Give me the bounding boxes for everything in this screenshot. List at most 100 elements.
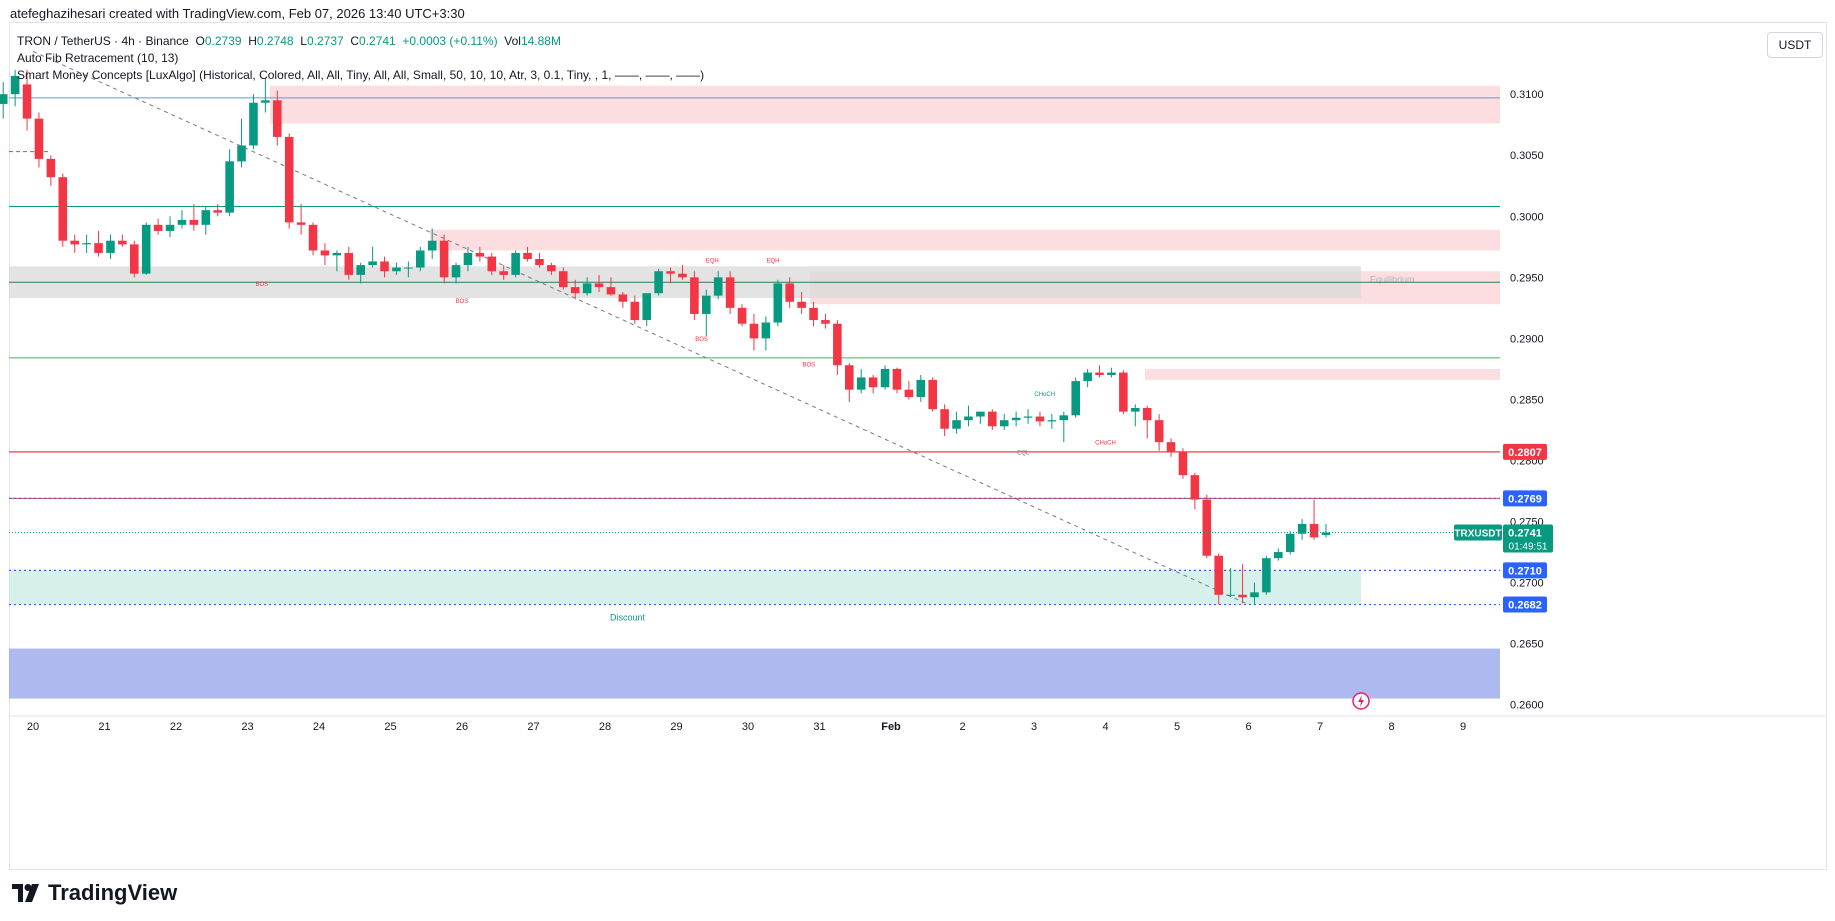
zone-label-discount: Discount <box>610 613 646 623</box>
candle-body <box>892 368 902 390</box>
candle-body <box>475 252 485 257</box>
price-tag-label: 0.2682 <box>1508 600 1542 612</box>
x-tick-label: 29 <box>670 721 682 733</box>
candle-body <box>463 252 473 266</box>
candle-body <box>725 277 735 308</box>
structure-label-eql: EQL <box>1017 450 1030 456</box>
symbol-name[interactable]: TRON / TetherUS · 4h · Binance <box>17 34 189 48</box>
candle-body <box>487 256 497 272</box>
candle-body <box>928 379 937 410</box>
candle-body <box>320 250 330 256</box>
candle-body <box>1321 532 1331 535</box>
x-tick-label: 5 <box>1174 721 1180 733</box>
candle-body <box>1131 407 1140 412</box>
structure-label-bos: BOS <box>802 362 815 368</box>
candle-body <box>1226 594 1235 596</box>
x-tick-label: 27 <box>527 721 539 733</box>
candle-body <box>439 240 449 278</box>
candle-body <box>1107 372 1116 376</box>
x-tick-label: 28 <box>599 721 611 733</box>
x-tick-label: 26 <box>456 721 468 733</box>
candle-body <box>70 240 79 245</box>
indicator-fib[interactable]: Auto Fib Retracement (10, 13) <box>17 51 179 65</box>
x-tick-label: 7 <box>1317 721 1323 733</box>
x-tick-label: 23 <box>241 721 253 733</box>
candle-body <box>1214 555 1223 595</box>
candle-body <box>368 261 377 266</box>
candle-body <box>737 307 747 324</box>
candle-body <box>952 420 961 429</box>
price-tag <box>1503 490 1547 507</box>
candle-body <box>427 240 437 251</box>
chart-caption: atefeghazihesari created with TradingVie… <box>10 6 465 21</box>
candle-body <box>868 377 878 388</box>
candle-body <box>916 379 926 397</box>
candle-body <box>654 271 663 294</box>
y-tick-label: 0.2950 <box>1510 272 1544 284</box>
candle-body <box>976 411 985 417</box>
structure-label-bos: BOS <box>255 282 268 288</box>
candle-body <box>249 102 258 146</box>
candle-body <box>141 224 151 274</box>
candle-body <box>988 411 997 427</box>
candle-body <box>82 243 91 245</box>
candle-body <box>511 252 520 275</box>
price-tag-label: 0.2769 <box>1508 493 1542 505</box>
candle-body <box>58 177 68 241</box>
price-tag-label: 0.2807 <box>1508 447 1542 459</box>
x-tick-label: 22 <box>170 721 182 733</box>
trend-line <box>32 50 1249 606</box>
candle-body <box>1011 417 1021 421</box>
candle-body <box>940 409 949 429</box>
y-tick-label: 0.2700 <box>1510 578 1544 590</box>
y-tick-label: 0.3100 <box>1510 89 1544 101</box>
x-tick-label: 4 <box>1102 721 1108 733</box>
low-value: 0.2737 <box>306 34 344 48</box>
candle-body <box>1178 451 1188 476</box>
candle-body <box>761 322 771 339</box>
candle-body <box>34 118 44 159</box>
high-value: 0.2748 <box>256 34 294 48</box>
candle-body <box>1059 415 1069 421</box>
symbol-badge <box>1454 524 1502 541</box>
candle-body <box>797 301 806 308</box>
currency-selector[interactable]: USDT <box>1767 32 1823 58</box>
indicator-smc[interactable]: Smart Money Concepts [LuxAlgo] (Historic… <box>17 68 705 82</box>
candle-body <box>273 100 282 137</box>
candle-body <box>1166 442 1176 452</box>
tradingview-logo[interactable]: TradingView <box>12 880 177 906</box>
low-label: L <box>300 34 307 48</box>
candle-body <box>523 252 532 260</box>
x-tick-label: 20 <box>27 721 39 733</box>
candle-body <box>1119 372 1128 412</box>
candle-body <box>964 416 973 421</box>
close-label: C <box>350 34 360 48</box>
candle-body <box>118 240 127 245</box>
candle-body <box>594 283 604 288</box>
zone-discount <box>9 570 1361 605</box>
y-tick-label: 0.2900 <box>1510 333 1544 345</box>
structure-label-eqh: EQH <box>767 259 780 265</box>
candle-body <box>1071 381 1080 416</box>
candle-body <box>106 240 115 253</box>
candle-body <box>1238 594 1247 598</box>
candle-body <box>630 301 640 321</box>
candle-body <box>690 277 699 314</box>
x-tick-label: Feb <box>881 721 901 733</box>
candle-body <box>845 365 854 390</box>
candle-body <box>582 283 592 294</box>
symbol-badge-label: TRXUSDT <box>1454 529 1501 540</box>
candle-body <box>713 277 723 296</box>
candle-body <box>177 219 187 225</box>
structure-label-bos: BOS <box>695 337 708 343</box>
candle-body <box>499 271 508 275</box>
candle-body <box>308 224 318 251</box>
candle-body <box>404 267 413 269</box>
candle-body <box>856 377 866 390</box>
candle-body <box>678 273 687 278</box>
candle-body <box>451 265 461 278</box>
candle-body <box>535 259 544 266</box>
structure-label-choch: CHoCH <box>1034 392 1055 398</box>
countdown-value: 01:49:51 <box>1509 542 1548 553</box>
